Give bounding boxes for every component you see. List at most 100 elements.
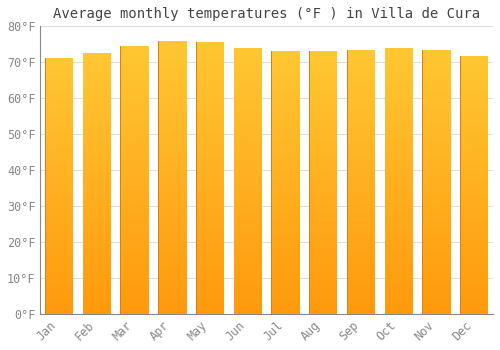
Bar: [272, 225, 299, 226]
Bar: [422, 106, 450, 108]
Bar: [45, 304, 74, 305]
Bar: [196, 228, 224, 230]
Bar: [234, 233, 262, 234]
Bar: [83, 210, 111, 211]
Bar: [120, 216, 149, 217]
Bar: [347, 307, 375, 309]
Bar: [384, 68, 413, 69]
Bar: [384, 176, 413, 177]
Bar: [422, 142, 450, 144]
Bar: [234, 307, 262, 309]
Bar: [347, 171, 375, 173]
Bar: [196, 246, 224, 247]
Bar: [460, 249, 488, 251]
Bar: [196, 179, 224, 181]
Bar: [272, 234, 299, 235]
Bar: [45, 237, 74, 238]
Bar: [234, 254, 262, 256]
Bar: [158, 153, 186, 154]
Bar: [120, 63, 149, 65]
Bar: [347, 284, 375, 285]
Bar: [45, 188, 74, 190]
Bar: [45, 251, 74, 252]
Bar: [460, 195, 488, 196]
Bar: [384, 148, 413, 149]
Bar: [460, 83, 488, 84]
Bar: [422, 68, 450, 69]
Bar: [158, 239, 186, 240]
Bar: [196, 300, 224, 302]
Bar: [347, 81, 375, 83]
Bar: [460, 117, 488, 118]
Bar: [120, 235, 149, 236]
Bar: [45, 295, 74, 296]
Bar: [83, 107, 111, 108]
Bar: [309, 76, 338, 78]
Bar: [460, 140, 488, 141]
Bar: [422, 299, 450, 301]
Bar: [347, 71, 375, 72]
Bar: [422, 310, 450, 311]
Bar: [384, 158, 413, 160]
Bar: [309, 292, 338, 293]
Bar: [234, 144, 262, 145]
Bar: [460, 93, 488, 95]
Bar: [234, 129, 262, 130]
Bar: [83, 233, 111, 235]
Bar: [234, 202, 262, 203]
Bar: [460, 271, 488, 273]
Bar: [158, 206, 186, 207]
Bar: [45, 118, 74, 119]
Bar: [460, 311, 488, 313]
Bar: [460, 307, 488, 309]
Bar: [309, 243, 338, 244]
Bar: [196, 155, 224, 156]
Bar: [196, 282, 224, 284]
Bar: [45, 130, 74, 131]
Bar: [158, 120, 186, 121]
Bar: [347, 51, 375, 52]
Bar: [309, 84, 338, 85]
Bar: [45, 255, 74, 256]
Bar: [83, 259, 111, 260]
Bar: [347, 163, 375, 164]
Bar: [272, 132, 299, 133]
Bar: [309, 146, 338, 147]
Bar: [120, 49, 149, 50]
Bar: [120, 175, 149, 176]
Bar: [460, 233, 488, 234]
Bar: [422, 231, 450, 232]
Bar: [272, 153, 299, 154]
Bar: [234, 173, 262, 174]
Bar: [234, 271, 262, 273]
Bar: [120, 248, 149, 250]
Bar: [460, 167, 488, 168]
Bar: [234, 124, 262, 125]
Bar: [196, 112, 224, 114]
Bar: [45, 226, 74, 227]
Bar: [234, 249, 262, 250]
Bar: [272, 163, 299, 164]
Bar: [158, 117, 186, 119]
Bar: [45, 244, 74, 245]
Bar: [347, 142, 375, 144]
Bar: [120, 160, 149, 161]
Bar: [120, 290, 149, 291]
Bar: [384, 88, 413, 89]
Bar: [309, 185, 338, 187]
Bar: [309, 121, 338, 122]
Bar: [196, 265, 224, 266]
Bar: [460, 254, 488, 256]
Bar: [347, 211, 375, 212]
Bar: [272, 210, 299, 211]
Bar: [196, 125, 224, 126]
Bar: [422, 211, 450, 212]
Bar: [158, 246, 186, 247]
Bar: [45, 306, 74, 308]
Bar: [309, 80, 338, 82]
Bar: [45, 184, 74, 186]
Bar: [158, 140, 186, 142]
Bar: [158, 265, 186, 266]
Bar: [120, 94, 149, 96]
Bar: [83, 267, 111, 268]
